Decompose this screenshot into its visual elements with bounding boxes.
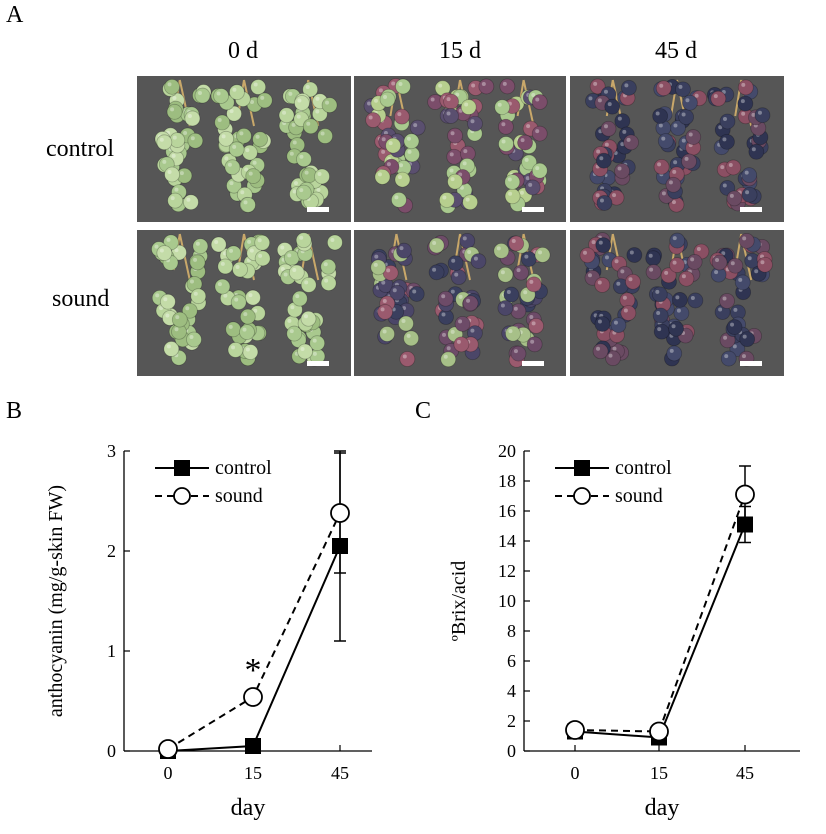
x-axis-label: day — [645, 795, 680, 821]
grape-cluster — [427, 232, 487, 368]
grape-cluster — [709, 232, 773, 367]
grape-cluster — [645, 232, 710, 367]
y-tick-label: 10 — [498, 591, 516, 611]
y-tick-label: 20 — [498, 441, 516, 461]
x-tick-label: 45 — [331, 763, 349, 783]
panel-a-letter: A — [6, 2, 24, 28]
series-line-control — [167, 545, 341, 752]
column-label-45d: 45 d — [655, 38, 697, 64]
y-tick-label: 3 — [107, 441, 116, 461]
y-tick-label: 16 — [498, 501, 516, 521]
y-tick-label: 0 — [107, 741, 116, 761]
photo-sound-15d — [354, 230, 566, 376]
y-tick-label: 18 — [498, 471, 516, 491]
column-label-0d: 0 d — [228, 38, 258, 64]
brix-acid-chart: 0 2 4 6 8 10 12 14 16 18 20 0 15 45 day ºBrix/acid contr… — [448, 441, 800, 821]
y-tick-label: 6 — [507, 651, 516, 671]
data-point-sound — [158, 739, 178, 759]
y-tick-label: 2 — [507, 711, 516, 731]
x-tick-label: 0 — [571, 763, 580, 783]
panel-c-letter: C — [415, 398, 432, 424]
grape-cluster — [276, 232, 343, 367]
y-tick-label: 8 — [507, 621, 516, 641]
grape-cluster — [210, 233, 271, 367]
data-point-sound — [330, 503, 350, 523]
scale-bar — [740, 207, 762, 212]
scale-bar — [740, 361, 762, 366]
grape-cluster — [579, 232, 643, 367]
grape-cluster — [494, 78, 548, 212]
photo-sound-45d — [570, 230, 784, 376]
legend-marker-sound — [573, 487, 591, 505]
series-line-control — [574, 524, 746, 739]
legend-marker-control — [174, 460, 190, 476]
grape-cluster — [585, 78, 639, 211]
grape-cluster — [652, 79, 708, 213]
photo-control-45d — [570, 76, 784, 222]
grape-cluster — [427, 78, 495, 214]
legend-label-sound: sound — [615, 485, 663, 507]
legend-label-control: control — [215, 457, 272, 479]
photo-control-15d — [354, 76, 566, 222]
grape-cluster — [278, 79, 338, 210]
grape-cluster — [151, 233, 209, 366]
grape-cluster — [370, 233, 425, 367]
y-tick-label: 4 — [507, 681, 516, 701]
scale-bar — [522, 361, 544, 366]
y-axis-label: anthocyanin (mg/g-skin FW) — [45, 485, 67, 717]
legend-label-sound: sound — [215, 485, 263, 507]
y-tick-label: 12 — [498, 561, 516, 581]
x-tick-label: 45 — [736, 763, 754, 783]
y-tick-label: 1 — [107, 641, 116, 661]
x-tick-label: 0 — [164, 763, 173, 783]
legend-label-control: control — [615, 457, 672, 479]
data-point-sound — [735, 484, 755, 505]
grape-cluster — [706, 79, 771, 212]
data-point-sound — [649, 721, 669, 742]
y-tick-label: 2 — [107, 541, 116, 561]
y-tick-label: 0 — [507, 741, 516, 761]
panel-b-letter: B — [6, 398, 23, 424]
y-tick-label: 14 — [498, 531, 516, 551]
anthocyanin-chart: 0 1 2 3 0 15 45 day anthocyanin (mg/g-skin FW) * c… — [45, 441, 372, 821]
column-label-15d: 15 d — [439, 38, 481, 64]
scale-bar — [307, 207, 329, 212]
photo-control-0d — [137, 76, 351, 222]
y-axis-label: ºBrix/acid — [448, 561, 470, 642]
series-line-sound — [574, 494, 746, 733]
scale-bar — [522, 207, 544, 212]
grape-cluster — [363, 78, 426, 214]
grape-cluster — [154, 78, 212, 213]
data-point-control — [245, 738, 261, 754]
legend-marker-control — [574, 460, 590, 476]
data-point-control — [332, 538, 348, 554]
significance-asterisk: * — [245, 652, 262, 689]
legend-marker-sound — [173, 487, 191, 505]
row-label-sound: sound — [52, 286, 110, 312]
row-label-control: control — [46, 136, 114, 162]
photo-sound-0d — [137, 230, 351, 376]
grape-cluster — [493, 233, 551, 368]
data-point-sound — [565, 720, 585, 740]
data-point-control — [737, 516, 753, 533]
scale-bar — [307, 361, 329, 366]
x-tick-label: 15 — [650, 763, 668, 783]
x-axis-label: day — [231, 795, 266, 821]
grape-cluster — [210, 79, 273, 213]
series-line-sound — [167, 512, 341, 750]
x-tick-label: 15 — [244, 763, 262, 783]
data-point-sound — [243, 687, 263, 707]
